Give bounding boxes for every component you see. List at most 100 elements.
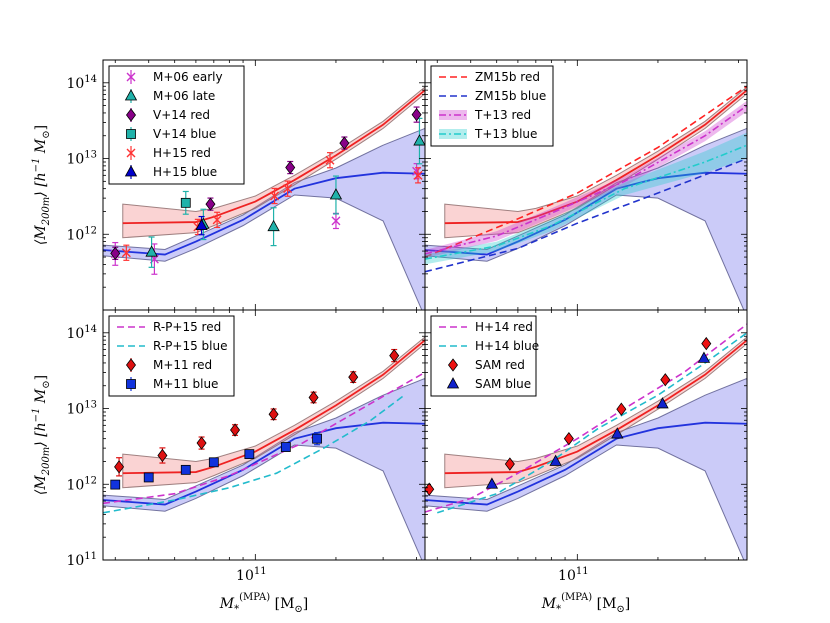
ticks xyxy=(425,309,747,561)
series-line-0 xyxy=(425,85,747,258)
data-point xyxy=(283,184,293,194)
legend-label: ZM15b blue xyxy=(475,89,546,103)
legend-label: T+13 red xyxy=(474,108,531,122)
data-point xyxy=(308,390,319,405)
ticks xyxy=(425,59,747,311)
ref-red-line xyxy=(122,339,425,475)
legend-label: M+11 red xyxy=(153,358,212,372)
data-point xyxy=(563,432,574,446)
data-point xyxy=(656,397,669,409)
legend-swatch-marker xyxy=(126,379,136,389)
panel-top-left: M+06 early M+06 late V+14 red V+14 blue H+15… xyxy=(102,59,426,311)
y-tick-label: 1014 xyxy=(66,324,97,342)
ref-blue-line xyxy=(103,171,425,256)
data-point xyxy=(180,464,191,475)
y-tick-label: 1011 xyxy=(66,551,97,569)
legend-swatch-marker xyxy=(124,89,138,101)
legend-swatch-marker xyxy=(126,72,136,82)
data-point xyxy=(267,219,280,232)
legend-box xyxy=(430,315,537,397)
data-point xyxy=(270,191,280,201)
data-point xyxy=(616,402,627,416)
legend-swatch-marker xyxy=(126,358,136,372)
plot-area xyxy=(425,323,747,560)
legend-swatch-marker xyxy=(446,377,460,389)
data-point xyxy=(697,351,711,363)
series-line-3 xyxy=(425,144,747,260)
x-axis-title: M*(MPA) [M⊙] xyxy=(541,592,631,615)
x-tick-label: 1011 xyxy=(558,566,589,584)
data-point xyxy=(180,197,191,208)
legend: ZM15b red ZM15b blue T+13 red T+13 blue xyxy=(430,65,554,147)
ref-blue-band xyxy=(103,377,425,560)
plot-area xyxy=(425,85,747,310)
legend: M+06 early M+06 late V+14 red V+14 blue H+15… xyxy=(108,65,245,185)
ref-blue-line xyxy=(425,421,747,506)
data-point xyxy=(389,348,400,363)
data-point xyxy=(114,460,125,474)
legend-swatch-marker xyxy=(126,108,136,122)
data-point xyxy=(413,170,423,180)
data-point xyxy=(230,423,241,437)
y-tick-label: 1013 xyxy=(66,400,97,418)
data-point xyxy=(312,433,322,444)
data-point xyxy=(348,370,359,384)
y-axis-title: ⟨M200m⟩ [h−1 M⊙] xyxy=(31,125,52,245)
ref-red-line xyxy=(444,89,747,225)
data-point xyxy=(143,472,154,483)
legend-label: SAM blue xyxy=(475,377,531,391)
data-point xyxy=(549,454,562,466)
legend-label: SAM red xyxy=(475,358,525,372)
ref-blue-line xyxy=(103,421,425,506)
y-tick-label: 1013 xyxy=(66,150,97,168)
axis-labels-group: 1012 1013 1014 1011 1012 1013 1014 1011 1011 M*(M… xyxy=(31,74,630,615)
series-line-0 xyxy=(103,371,425,505)
data-point xyxy=(280,442,291,452)
data-point xyxy=(339,136,350,150)
ref-blue-band xyxy=(425,127,747,310)
data-point xyxy=(205,197,216,211)
data-point xyxy=(660,373,671,387)
data-point xyxy=(145,245,158,257)
ref-blue-line xyxy=(425,171,747,256)
legend: R-P+15 red R-P+15 blue M+11 red M+11 blue xyxy=(108,315,235,397)
legend-label: M+06 late xyxy=(153,89,215,103)
legend-box xyxy=(108,65,245,185)
data-point xyxy=(196,436,207,450)
series-line-1 xyxy=(425,157,747,273)
data-point xyxy=(504,457,515,471)
data-point xyxy=(195,218,208,231)
data-point xyxy=(121,248,131,258)
ref-blue-band xyxy=(103,127,425,310)
data-point xyxy=(485,477,499,489)
series-line-1 xyxy=(437,332,747,514)
series-line-2 xyxy=(425,104,747,255)
plot-area xyxy=(103,336,425,560)
y-tick-label: 1012 xyxy=(66,225,97,243)
series-band-2 xyxy=(425,100,747,259)
legend-swatch-marker xyxy=(448,358,458,372)
data-point xyxy=(110,246,121,261)
x-tick-label: 1011 xyxy=(236,566,267,584)
legend: H+14 red H+14 blue SAM red SAM blue xyxy=(430,315,539,397)
plot-area xyxy=(103,86,425,310)
data-point xyxy=(212,215,222,225)
legend-label: M+11 blue xyxy=(153,377,218,391)
legend-swatch-band xyxy=(439,129,467,139)
series-band-3 xyxy=(425,132,747,265)
legend-swatch-marker xyxy=(124,165,138,177)
data-point xyxy=(411,107,422,122)
panel-bottom-right: H+14 red H+14 blue SAM red SAM blue xyxy=(424,309,748,561)
data-point xyxy=(413,134,425,146)
legend-label: H+14 blue xyxy=(475,339,539,353)
panel-bottom-left: R-P+15 red R-P+15 blue M+11 red M+11 blue xyxy=(102,309,426,561)
legend-label: H+14 red xyxy=(475,320,533,334)
legend-label: M+06 early xyxy=(153,70,223,84)
legend-box xyxy=(430,65,554,147)
legend-swatch-marker xyxy=(126,148,136,158)
y-axis-title: ⟨M200m⟩ [h−1 M⊙] xyxy=(31,375,52,495)
ref-blue-band xyxy=(425,377,747,560)
legend-swatch-marker xyxy=(126,129,136,139)
legend-label: T+13 blue xyxy=(474,127,537,141)
